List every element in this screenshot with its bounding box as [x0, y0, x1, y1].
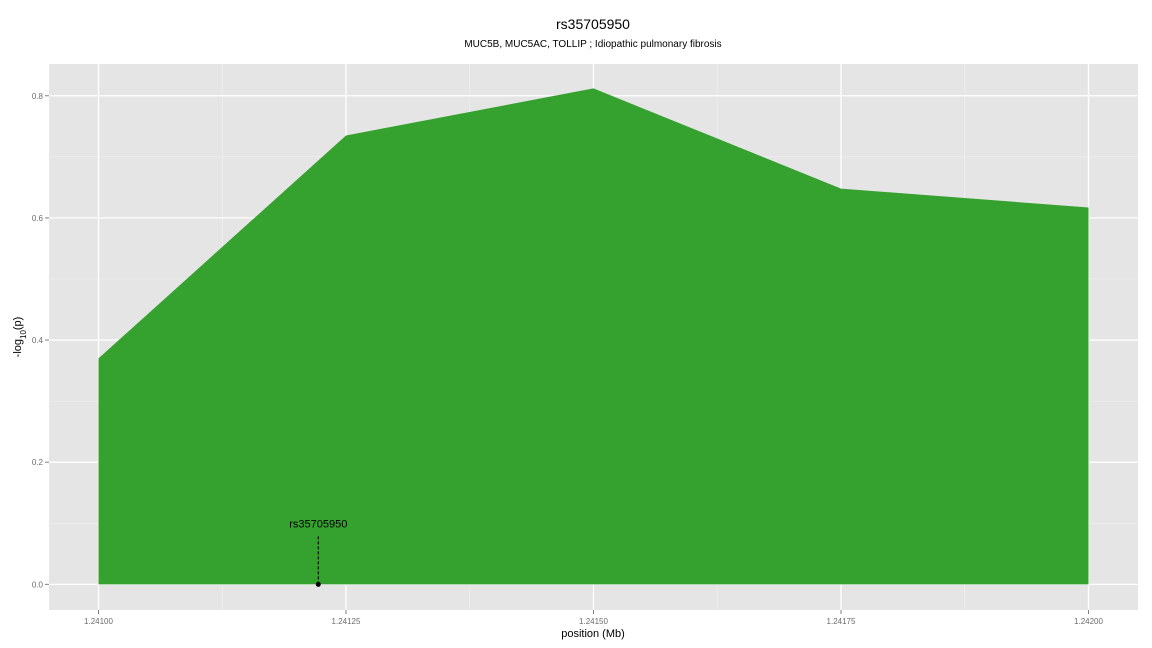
annotation-layer: rs35705950	[289, 518, 347, 587]
x-tick-label: 1.24150	[579, 617, 608, 626]
chart-title: rs35705950	[556, 16, 630, 32]
area-series	[98, 88, 1089, 585]
x-tick-label: 1.24100	[84, 617, 113, 626]
chart-subtitle: MUC5B, MUC5AC, TOLLIP ; Idiopathic pulmo…	[464, 39, 721, 50]
y-tick-label: 0.6	[32, 214, 44, 223]
annotation-label: rs35705950	[289, 518, 347, 530]
x-axis: 1.24100 1.24125 1.24150 1.24175 1.24200	[84, 610, 1104, 626]
y-tick-label: 0.0	[32, 580, 44, 589]
series-layer	[98, 88, 1089, 585]
y-tick-label: 0.2	[32, 458, 44, 467]
x-tick-label: 1.24125	[332, 617, 361, 626]
y-tick-label: 0.4	[32, 336, 44, 345]
annotation-point	[315, 581, 321, 587]
x-tick-label: 1.24175	[827, 617, 856, 626]
y-tick-label: 0.8	[32, 92, 44, 101]
y-axis-title: -log10(p)	[12, 317, 28, 358]
x-tick-label: 1.24200	[1074, 617, 1103, 626]
x-axis-title: position (Mb)	[561, 628, 625, 640]
y-axis: 0.0 0.2 0.4 0.6 0.8	[32, 92, 49, 589]
